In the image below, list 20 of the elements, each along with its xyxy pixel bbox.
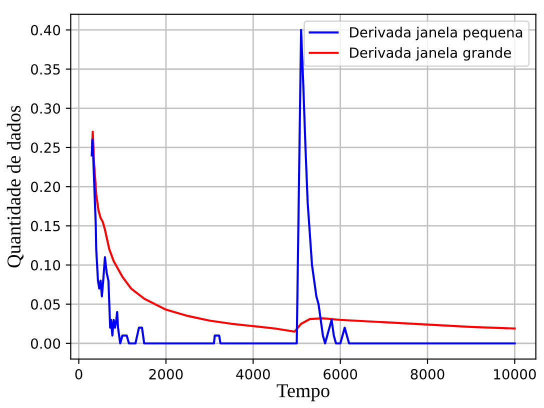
y-tick-label: 0.25 (30, 142, 60, 153)
x-axis-title: Tempo (276, 384, 330, 402)
y-tick-label: 0.35 (30, 64, 60, 75)
legend-label: Derivada janela grande (350, 47, 511, 61)
y-tick-label: 0.20 (30, 182, 60, 192)
legend-label: Derivada janela pequena (350, 26, 522, 40)
line-series (90, 130, 516, 333)
y-tick-label: 0.15 (30, 220, 60, 232)
x-tick-label: 4000 (236, 369, 270, 380)
y-tick-label: 0.30 (30, 103, 60, 114)
x-tick-label: 8000 (410, 369, 444, 380)
x-tick-label: 6000 (324, 369, 358, 380)
y-tick-label: 0.40 (30, 24, 60, 36)
x-tick-label: 10000 (494, 369, 536, 380)
y-tick-label: 0.00 (30, 338, 60, 349)
x-tick-label: 0 (75, 369, 82, 380)
x-tick-label: 2000 (149, 369, 183, 380)
y-axis-title: Quantidade de dados (6, 106, 24, 268)
y-tick-label: 0.05 (30, 299, 60, 310)
y-tick-label: 0.10 (30, 260, 60, 270)
